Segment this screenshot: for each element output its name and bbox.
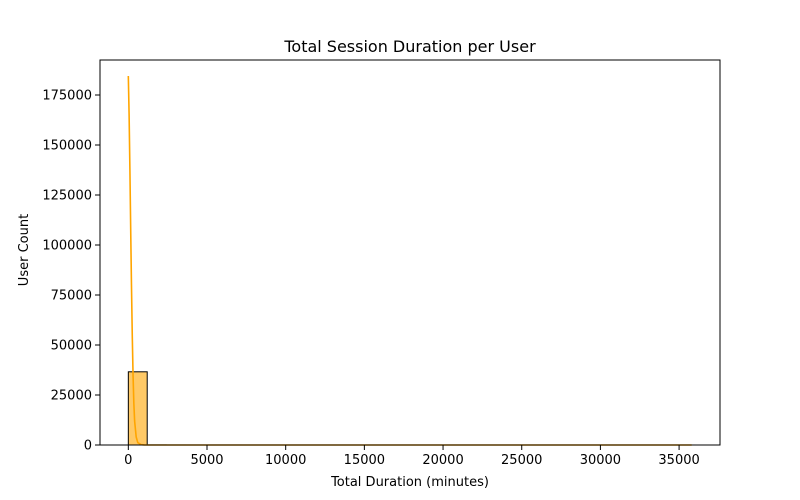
x-tick-label: 5000 [190, 453, 223, 468]
chart-title: Total Session Duration per User [283, 37, 536, 56]
x-tick-label: 30000 [580, 453, 621, 468]
plot-area: 0 5000 10000 15000 20000 25000 30000 35000 0 2500… [42, 59, 721, 468]
y-tick-label: 0 [84, 439, 92, 454]
x-tick-label: 25000 [501, 453, 542, 468]
x-tick-label: 0 [124, 453, 132, 468]
kde-line [127, 75, 692, 446]
x-tick-label: 10000 [265, 453, 306, 468]
y-tick-label: 75000 [51, 289, 92, 304]
axes-frame [99, 59, 721, 446]
y-tick-label: 175000 [42, 89, 92, 104]
y-tick-label: 150000 [42, 139, 92, 154]
histogram-bar [127, 371, 148, 446]
y-axis-label: User Count [17, 214, 32, 286]
x-tick-label: 35000 [658, 453, 699, 468]
y-tick-label: 100000 [42, 239, 92, 254]
x-axis-label: Total Duration (minutes) [330, 475, 489, 490]
y-tick-label: 25000 [51, 389, 92, 404]
y-tick-label: 125000 [42, 189, 92, 204]
x-tick-label: 15000 [344, 453, 385, 468]
y-tick-label: 50000 [51, 339, 92, 354]
x-tick-label: 20000 [422, 453, 463, 468]
